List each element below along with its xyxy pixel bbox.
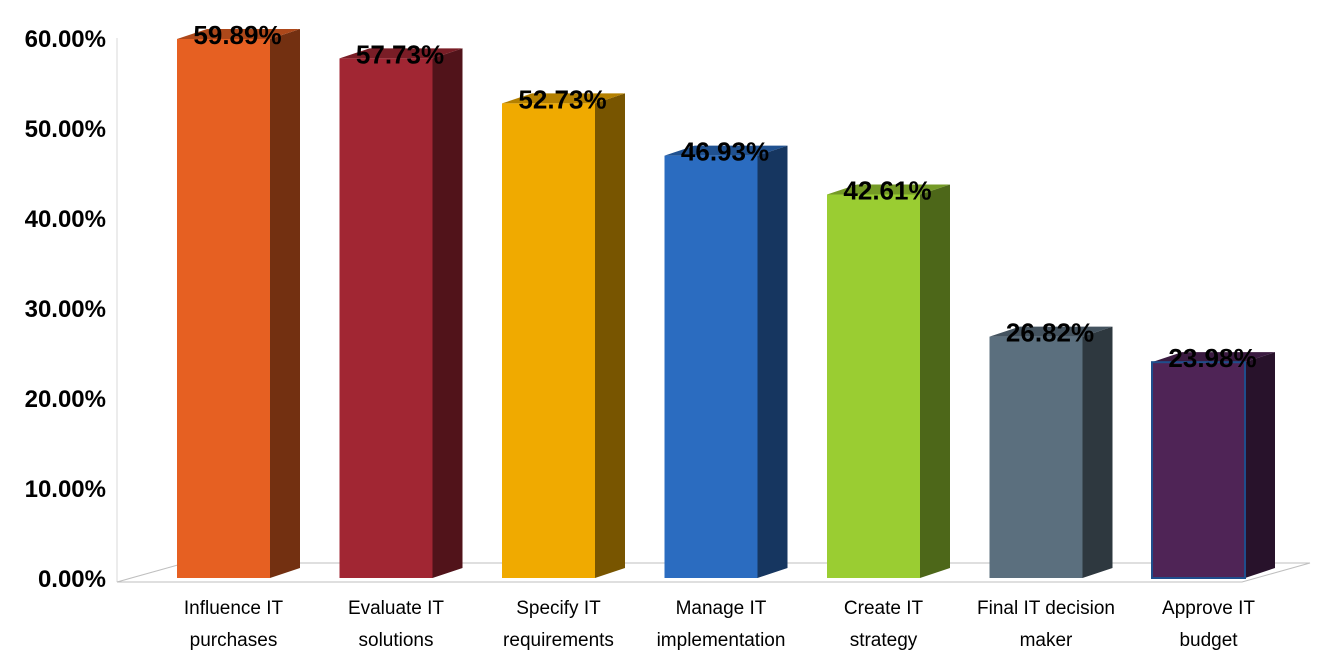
data-label: 52.73%: [518, 84, 606, 114]
x-tick-label: Final IT decision: [977, 598, 1115, 619]
data-label: 59.89%: [193, 20, 281, 50]
data-label: 46.93%: [681, 137, 769, 167]
bar-side-face: [270, 28, 300, 579]
x-tick-label: solutions: [359, 630, 434, 651]
bar-top-face: [502, 93, 625, 104]
x-tick-label: Specify IT: [516, 598, 601, 619]
data-label: 26.82%: [1006, 318, 1094, 348]
bar-top-face: [664, 145, 788, 156]
y-tick-label: 20.00%: [25, 386, 106, 413]
x-tick-label: maker: [1020, 630, 1073, 651]
x-tick-label: Manage IT: [676, 598, 767, 619]
x-tick-label: purchases: [190, 630, 278, 651]
x-tick-label: Evaluate IT: [348, 598, 444, 619]
x-tick-label: strategy: [850, 630, 918, 651]
bar-top-face: [177, 28, 300, 39]
bar: [502, 103, 595, 579]
bar-side-face: [920, 184, 950, 578]
bar: [177, 38, 270, 579]
bar-side-face: [757, 145, 788, 578]
bar-side-face: [1245, 352, 1275, 578]
x-tick-label: Influence IT: [184, 598, 284, 619]
y-tick-label: 0.00%: [38, 566, 106, 593]
bar-top-face: [1152, 352, 1275, 363]
bar-top-face: [989, 326, 1113, 337]
bar-side-face: [1082, 326, 1113, 578]
chart-floor: [116, 562, 1311, 583]
y-tick-label: 60.00%: [25, 26, 106, 53]
x-tick-label: requirements: [503, 630, 614, 651]
x-tick-label: Create IT: [844, 598, 924, 619]
y-tick-label: 10.00%: [25, 476, 106, 503]
y-tick-label: 30.00%: [25, 296, 106, 323]
data-label: 42.61%: [843, 176, 931, 206]
bar: [1151, 361, 1246, 579]
bar-side-face: [432, 48, 463, 579]
bar: [989, 336, 1083, 578]
bar-top-face: [339, 48, 463, 59]
x-tick-label: implementation: [657, 630, 786, 651]
y-tick-label: 40.00%: [25, 206, 106, 233]
y-tick-label: 50.00%: [25, 116, 106, 143]
bar-top-face: [827, 184, 950, 195]
bar: [339, 58, 433, 579]
bar-side-face: [595, 93, 625, 579]
x-tick-label: budget: [1179, 630, 1238, 651]
bar: [827, 194, 920, 578]
x-tick-label: Approve IT: [1162, 598, 1255, 619]
data-label: 23.98%: [1168, 343, 1256, 373]
data-label: 57.73%: [356, 39, 444, 69]
bar: [664, 155, 758, 578]
